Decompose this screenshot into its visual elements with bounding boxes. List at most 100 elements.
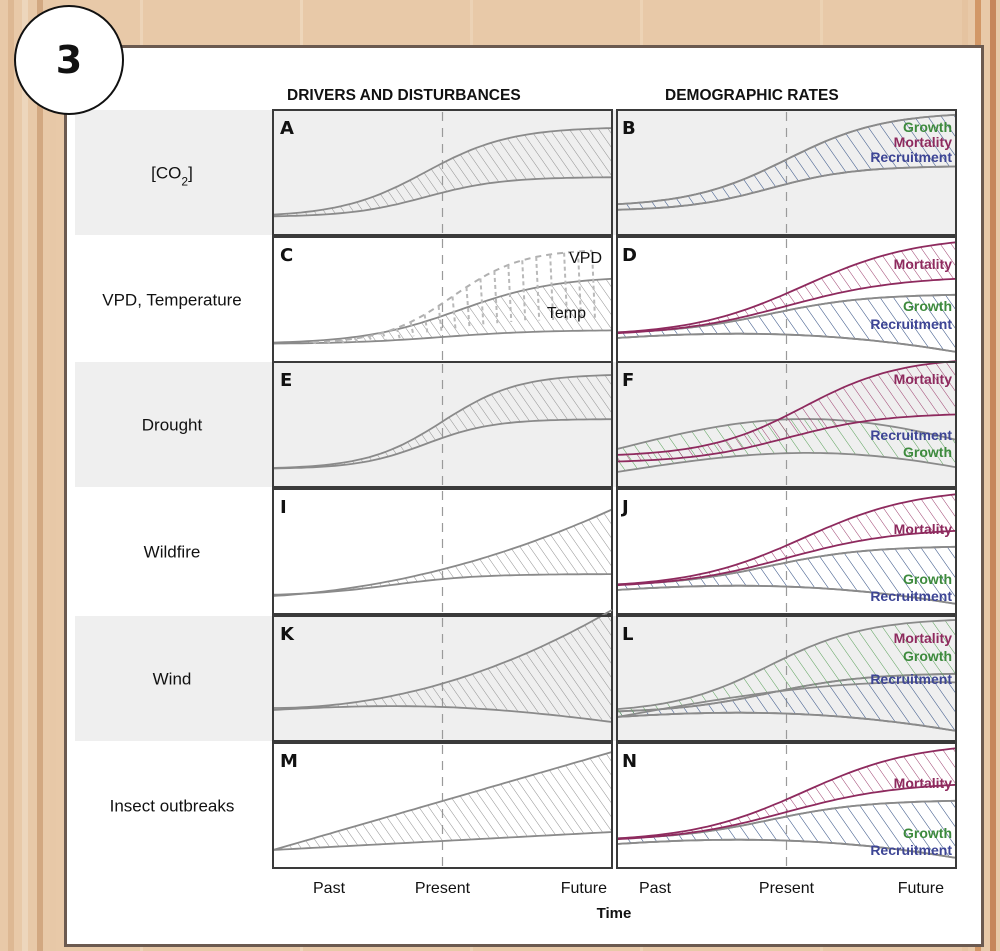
vpd-hatch xyxy=(326,340,331,344)
panel xyxy=(616,491,957,612)
panel-border-right xyxy=(616,361,957,488)
vpd-hatch xyxy=(507,264,513,323)
mortality-band-fill xyxy=(617,361,956,462)
panel-letter: M xyxy=(280,751,298,772)
rate-band-upper-fill xyxy=(617,620,956,717)
wood-grain xyxy=(37,0,43,951)
panel xyxy=(616,360,957,485)
series-label-recruitment: Recruitment xyxy=(870,588,952,604)
rate-band-overlay-fill xyxy=(617,294,956,352)
driver-band-fill xyxy=(273,610,612,722)
vpd-hatch xyxy=(367,335,373,342)
series-label-mortality: Mortality xyxy=(894,256,953,272)
driver-band-lower xyxy=(272,705,613,723)
panel-letter: C xyxy=(280,245,293,266)
vpd-hatch xyxy=(577,251,583,320)
vpd-hatch xyxy=(535,256,541,321)
axis-title: Time xyxy=(597,905,632,922)
series-label-mortality: Mortality xyxy=(894,371,953,387)
vpd-hatch xyxy=(479,278,485,325)
rate-band-lower xyxy=(616,452,957,473)
mortality-band-lower xyxy=(616,783,957,841)
panel-letter: D xyxy=(622,245,637,266)
series-label-growth: Growth xyxy=(903,298,952,314)
vpd-hatch xyxy=(521,260,527,322)
wood-grain xyxy=(8,0,14,951)
wood-grain xyxy=(990,0,996,951)
rate-band-overlay-fill xyxy=(617,673,956,731)
rate-band-overlay-lower xyxy=(616,711,957,732)
mortality-band-upper xyxy=(616,241,957,334)
mortality-band-upper xyxy=(616,747,957,840)
panel-border-left xyxy=(272,488,613,615)
row-label: VPD, Temperature xyxy=(102,291,242,310)
panel-border-left xyxy=(272,742,613,869)
driver-band-lower xyxy=(272,831,613,851)
rate-band-overlay-upper xyxy=(616,113,957,206)
rate-band-overlay-lower xyxy=(616,165,957,211)
driver-band-upper xyxy=(273,609,613,709)
time-tick: Present xyxy=(415,880,471,897)
panel xyxy=(272,745,613,866)
time-tick: Future xyxy=(561,880,607,897)
row-label: Wind xyxy=(153,670,192,689)
driver-band-fill xyxy=(273,509,612,596)
panel xyxy=(272,364,613,485)
panel-letter: I xyxy=(280,497,287,518)
series-label-recruitment: Recruitment xyxy=(870,671,952,687)
panel-border-left xyxy=(272,615,613,742)
series-label-recruitment: Recruitment xyxy=(870,842,952,858)
panel-letter: N xyxy=(622,751,637,772)
mortality-band-lower xyxy=(616,413,957,463)
panel-border-right xyxy=(616,109,957,236)
panel-letter: E xyxy=(280,370,292,391)
time-tick: Past xyxy=(313,880,346,897)
vpd-label: VPD xyxy=(569,250,602,267)
row-label: Wildfire xyxy=(144,543,201,562)
rate-band-overlay-fill xyxy=(617,114,956,210)
vpd-hatch xyxy=(493,270,499,324)
mortality-band-fill xyxy=(617,748,956,840)
series-label-recruitment: Recruitment xyxy=(870,427,952,443)
series-label-growth: Growth xyxy=(903,119,952,135)
rate-band-overlay-fill xyxy=(617,546,956,604)
row-label: Drought xyxy=(142,416,203,435)
rate-band-overlay-lower xyxy=(616,838,957,859)
wood-grain xyxy=(22,0,28,951)
vpd-hatch xyxy=(591,250,596,320)
driver-band-upper xyxy=(272,277,613,344)
figure-number-badge: 3 xyxy=(14,5,124,115)
rate-band-overlay-lower xyxy=(616,332,957,353)
wood-grain xyxy=(50,0,56,951)
vpd-hatch xyxy=(312,341,317,345)
driver-band-upper xyxy=(272,751,613,851)
series-label-growth: Growth xyxy=(903,825,952,841)
mortality-band-upper xyxy=(616,360,957,456)
row-label: Insect outbreaks xyxy=(110,797,235,816)
time-tick: Present xyxy=(759,880,815,897)
vpd-hatch xyxy=(381,332,387,341)
panel-letter: K xyxy=(280,624,295,645)
series-label-recruitment: Recruitment xyxy=(870,149,952,165)
driver-band-upper xyxy=(272,127,613,216)
driver-band-fill xyxy=(273,128,612,217)
panel xyxy=(616,112,957,233)
panel xyxy=(616,618,957,739)
series-label-growth: Growth xyxy=(903,648,952,664)
panel xyxy=(272,491,613,612)
vpd-hatch xyxy=(354,337,359,343)
mortality-band-fill xyxy=(617,242,956,334)
series-label-mortality: Mortality xyxy=(894,521,953,537)
time-tick: Future xyxy=(898,880,944,897)
vpd-band xyxy=(312,249,596,345)
vpd-hatch xyxy=(437,305,443,332)
vpd-hatch xyxy=(395,327,401,339)
panel-border-right xyxy=(616,742,957,869)
vpd-hatch xyxy=(409,321,415,337)
driver-band-fill xyxy=(273,278,612,344)
panel xyxy=(272,609,613,739)
mortality-band-upper xyxy=(616,493,957,586)
vpd-hatch xyxy=(423,314,429,335)
panel-letter: B xyxy=(622,118,636,139)
